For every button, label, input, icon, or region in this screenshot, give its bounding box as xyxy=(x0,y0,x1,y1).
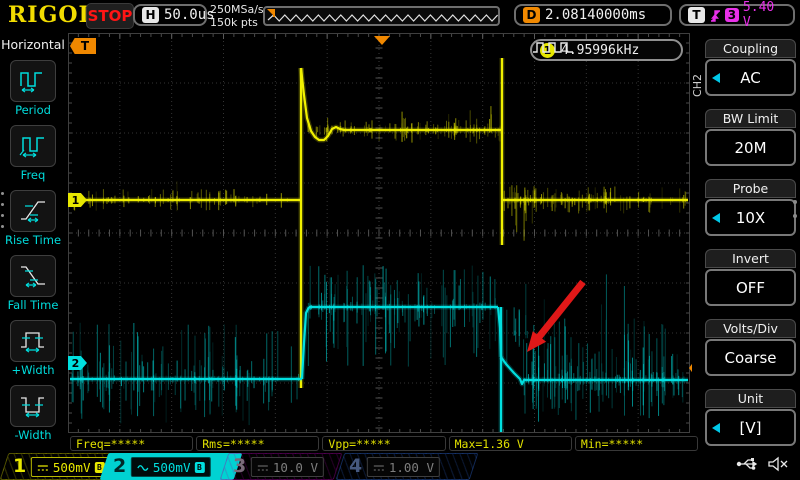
trigger-source-badge: 3 xyxy=(724,8,739,22)
plus-width-icon xyxy=(21,332,44,353)
ch3-status[interactable]: 3 10.0 V xyxy=(219,453,343,480)
dc-coupling-icon xyxy=(258,464,269,470)
menu-item-rise-time[interactable]: Rise Time xyxy=(0,190,66,247)
measurement-bar: Freq=***** Rms=***** Vpp=***** Max=1.36 … xyxy=(70,436,699,451)
ch3-scale: 10.0 V xyxy=(273,459,319,474)
t-badge: T xyxy=(688,7,705,23)
period-icon xyxy=(20,72,42,93)
menu-item-minus-width[interactable]: -Width xyxy=(0,385,66,442)
d-badge: D xyxy=(523,7,540,23)
horizontal-timebase-box: H 50.0us xyxy=(133,4,215,26)
rise-time-icon xyxy=(21,201,45,223)
left-arrow-icon xyxy=(712,72,720,83)
timebase-value: 50.0us xyxy=(164,7,215,23)
left-arrow-icon xyxy=(712,212,720,223)
channel-menu: CH2 Coupling AC BW Limit 20M Probe 10X I… xyxy=(691,32,800,452)
waveform-memory-preview[interactable] xyxy=(263,6,500,26)
freq-icon xyxy=(19,137,44,158)
square-wave-icon xyxy=(533,42,573,53)
menu-scroll-dots xyxy=(1,192,4,228)
speaker-muted-icon xyxy=(768,456,788,472)
trigger-box: T 3 5.40 V xyxy=(679,0,795,30)
ch1-scale: 500mV xyxy=(53,459,91,474)
preview-waveform-icon xyxy=(267,9,499,22)
scope-canvas xyxy=(68,33,690,433)
measure-menu: Horizontal Period Freq Rise Time xyxy=(0,32,66,442)
sample-rate: 250MSa/s xyxy=(210,3,264,16)
run-state-badge: STOP xyxy=(86,3,134,29)
fall-time-icon xyxy=(21,266,45,288)
ch2-scale: 500mV xyxy=(153,459,191,474)
meas-rms: Rms=***** xyxy=(196,436,320,451)
menu-item-freq[interactable]: Freq xyxy=(0,125,66,182)
softkey-invert[interactable]: Invert OFF xyxy=(705,249,796,306)
delay-box: D 2.08140000ms xyxy=(514,4,672,26)
waveform-display: 1 4.95996kHz T 1 2 T xyxy=(68,33,706,433)
memory-depth: 150k pts xyxy=(210,16,258,29)
menu-item-fall-time[interactable]: Fall Time xyxy=(0,255,66,312)
delay-value: 2.08140000ms xyxy=(545,7,647,23)
meas-max: Max=1.36 V xyxy=(448,436,572,451)
counter-value: 4.95996kHz xyxy=(561,42,640,58)
meas-vpp: Vpp=***** xyxy=(322,436,446,451)
softkey-bw-limit[interactable]: BW Limit 20M xyxy=(705,109,796,166)
ch2-status[interactable]: 2 500mV B xyxy=(99,453,243,480)
measure-menu-title: Horizontal xyxy=(1,37,65,52)
ch3-number: 3 xyxy=(233,455,247,477)
menu-item-period[interactable]: Period xyxy=(0,60,66,117)
ac-coupling-icon xyxy=(137,464,149,470)
ch4-number: 4 xyxy=(349,455,363,477)
bw-limit-icon: B xyxy=(194,461,205,472)
menu-page-dots xyxy=(793,200,797,218)
meas-min: Min=***** xyxy=(574,436,699,451)
trigger-level-value: 5.40 V xyxy=(742,0,775,30)
dc-coupling-icon xyxy=(374,464,385,470)
channel-status-bar: 1 500mV B 2 500mV B 3 xyxy=(0,452,800,480)
menu-item-plus-width[interactable]: +Width xyxy=(0,320,66,377)
ch1-number: 1 xyxy=(13,455,27,477)
softkey-coupling[interactable]: Coupling AC xyxy=(705,39,796,96)
softkey-probe[interactable]: Probe 10X xyxy=(705,179,796,236)
ch4-scale: 1.00 V xyxy=(389,459,435,474)
softkey-volts-div[interactable]: Volts/Div Coarse xyxy=(705,319,796,376)
meas-freq: Freq=***** xyxy=(70,436,194,451)
ch2-number: 2 xyxy=(113,455,127,477)
rising-edge-icon xyxy=(711,9,720,22)
minus-width-icon xyxy=(21,397,44,418)
ch1-status[interactable]: 1 500mV B xyxy=(0,453,123,480)
ch4-status[interactable]: 4 1.00 V xyxy=(335,453,479,480)
channel-menu-tab: CH2 xyxy=(691,74,704,97)
softkey-unit[interactable]: Unit [V] xyxy=(705,389,796,446)
top-status-bar: RIGOL STOP H 50.0us 250MSa/s 150k pts D … xyxy=(0,0,800,32)
h-badge: H xyxy=(142,7,159,23)
ch2-ground-marker[interactable]: 2 xyxy=(68,356,87,370)
hardware-freq-counter: 1 4.95996kHz xyxy=(530,39,683,61)
counter-channel-badge: 1 xyxy=(540,42,555,58)
acquisition-info: 250MSa/s 150k pts xyxy=(210,3,264,29)
trigger-time-flag[interactable]: T xyxy=(70,38,96,54)
rigol-logo: RIGOL xyxy=(8,2,95,28)
ch1-ground-marker[interactable]: 1 xyxy=(68,193,87,207)
usb-icon xyxy=(736,458,758,470)
left-arrow-icon xyxy=(712,422,720,433)
dc-coupling-icon xyxy=(38,464,49,470)
